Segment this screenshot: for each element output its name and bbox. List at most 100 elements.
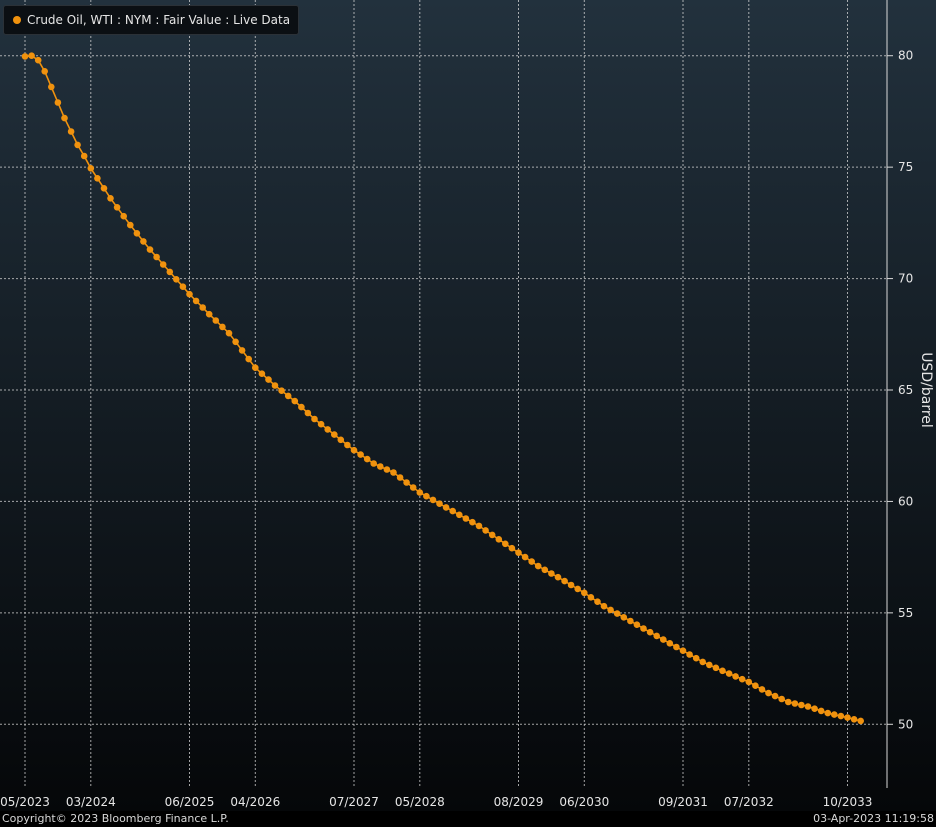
series-0-point-102 — [692, 654, 700, 662]
series-0-point-13 — [107, 195, 114, 202]
series-0-point-25 — [186, 290, 193, 298]
series-0-point-56 — [390, 469, 397, 476]
series-0-point-84 — [574, 585, 581, 593]
y-tick-label-50: 50 — [898, 717, 913, 731]
series-0-point-55 — [383, 466, 391, 473]
series-0-point-4 — [48, 83, 55, 91]
series-0-point-6 — [61, 114, 68, 122]
series-0-point-61 — [423, 492, 430, 500]
series-0-point-42 — [298, 403, 305, 411]
series-0-point-80 — [548, 570, 555, 577]
x-tick-label-7: 06/2030 — [559, 795, 609, 809]
series-0-point-30 — [219, 323, 226, 331]
series-0-point-106 — [719, 667, 726, 675]
copyright-text: Copyright© 2023 Bloomberg Finance L.P. — [2, 812, 229, 825]
series-0-point-48 — [337, 436, 345, 444]
series-0-point-34 — [245, 355, 252, 363]
series-0-point-0 — [21, 53, 29, 60]
legend[interactable]: Crude Oil, WTI : NYM : Fair Value : Live… — [3, 5, 300, 35]
series-0-point-29 — [212, 317, 220, 324]
x-tick-label-2: 06/2025 — [165, 795, 215, 809]
series-0-point-17 — [133, 230, 141, 237]
series-0-point-18 — [140, 238, 147, 245]
series-0-point-24 — [179, 283, 187, 291]
series-0-point-51 — [357, 451, 364, 458]
grid — [0, 0, 887, 788]
series-0-point-69 — [475, 522, 483, 530]
series-0-point-15 — [120, 212, 127, 220]
series-0-point-73 — [502, 540, 509, 548]
y-tick-label-65: 65 — [898, 383, 913, 397]
series-0-point-91 — [620, 614, 628, 621]
y-tick-label-60: 60 — [898, 494, 913, 508]
series-0-point-47 — [331, 431, 338, 438]
series-0-point-57 — [396, 474, 404, 481]
series-0-point-118 — [798, 701, 805, 709]
series-0-point-105 — [712, 664, 720, 672]
series-0-point-54 — [377, 463, 384, 470]
series-0-point-122 — [824, 709, 832, 717]
series-0-point-21 — [159, 261, 167, 268]
legend-marker-icon — [13, 16, 21, 24]
y-axis-title: USD/barrel — [918, 352, 934, 428]
y-tick-label-55: 55 — [898, 606, 913, 620]
series-0-point-35 — [252, 364, 259, 372]
series-0-point-90 — [613, 610, 621, 617]
series-0-point-75 — [515, 549, 522, 556]
series-0-point-65 — [449, 507, 457, 515]
series-0-point-120 — [811, 705, 818, 712]
series-0-point-3 — [41, 68, 48, 75]
series-0-point-64 — [442, 504, 450, 511]
series-0-point-81 — [554, 573, 562, 581]
series-0-point-38 — [271, 382, 279, 389]
series-0-point-14 — [113, 204, 121, 211]
series-0-point-87 — [594, 598, 601, 605]
series-0-point-108 — [732, 673, 739, 680]
series-0-point-111 — [752, 682, 759, 689]
series-0-point-72 — [495, 536, 503, 543]
series-0-point-19 — [146, 246, 154, 253]
series-0-point-66 — [456, 511, 463, 519]
series-0-point-52 — [363, 455, 371, 463]
series-0-point-112 — [758, 686, 766, 693]
series-0-point-94 — [640, 625, 647, 632]
series-0-point-71 — [488, 531, 496, 539]
series-0-point-28 — [205, 310, 213, 318]
series-0-point-31 — [225, 329, 233, 337]
series-0-point-23 — [173, 276, 180, 283]
x-tick-label-9: 07/2032 — [724, 795, 774, 809]
series-0-point-107 — [725, 670, 733, 677]
x-tick-label-5: 05/2028 — [395, 795, 445, 809]
series-0-point-117 — [791, 700, 799, 707]
series-0-point-33 — [238, 347, 246, 354]
series-0-point-59 — [409, 484, 417, 491]
x-tick-label-8: 09/2031 — [658, 795, 708, 809]
x-tick-label-3: 04/2026 — [230, 795, 280, 809]
y-tick-label-75: 75 — [898, 160, 913, 174]
series-0-point-121 — [817, 707, 825, 715]
series-0-point-12 — [100, 185, 108, 192]
series-0-point-2 — [34, 56, 42, 64]
series-0-point-78 — [534, 562, 542, 570]
series-0-point-86 — [587, 594, 595, 601]
series-0-point-43 — [304, 409, 312, 417]
x-tick-label-10: 10/2033 — [823, 795, 873, 809]
series-0-point-40 — [284, 392, 292, 400]
series-0-point-96 — [653, 632, 660, 640]
series-0-point-27 — [199, 304, 206, 311]
series-0-point-68 — [469, 518, 476, 526]
series-0-point-82 — [561, 577, 568, 585]
series-0-point-7 — [67, 128, 75, 135]
series-0-point-114 — [771, 692, 779, 700]
series-0-point-79 — [541, 566, 549, 574]
series-0-point-93 — [633, 621, 641, 628]
series-0-point-8 — [74, 141, 81, 149]
series-0-point-32 — [232, 338, 239, 346]
series-0-point-127 — [857, 717, 864, 725]
series-0-point-41 — [291, 397, 299, 405]
series-0-point-126 — [850, 716, 858, 723]
series-0-point-98 — [666, 640, 674, 647]
series-0-point-104 — [706, 661, 713, 669]
series-0-point-97 — [660, 636, 667, 643]
